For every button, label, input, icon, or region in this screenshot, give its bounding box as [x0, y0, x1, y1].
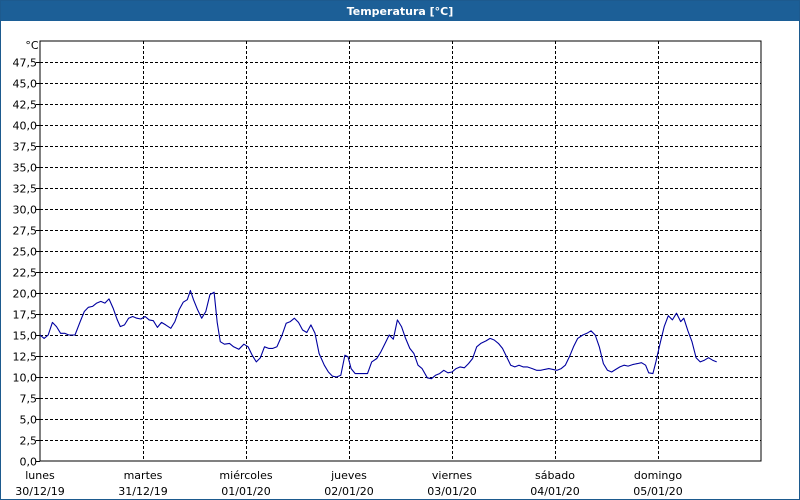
y-tick-label: 35,0 — [13, 162, 38, 175]
x-tick-date-label: 02/01/20 — [324, 485, 373, 498]
y-tick-label: 2,5 — [20, 435, 38, 448]
y-tick-label: 10,0 — [13, 372, 38, 385]
y-tick-label: 17,5 — [13, 309, 38, 322]
y-tick-label: 42,5 — [13, 99, 38, 112]
x-tick-date-label: 05/01/20 — [633, 485, 682, 498]
x-tick-date-label: 30/12/19 — [15, 485, 64, 498]
y-tick-label: 45,0 — [13, 78, 38, 91]
y-tick-label: 30,0 — [13, 204, 38, 217]
x-tick-date-label: 04/01/20 — [530, 485, 579, 498]
x-tick-day-label: viernes — [432, 469, 472, 482]
y-axis-unit-label: °C — [25, 39, 39, 52]
y-tick-label: 15,0 — [13, 330, 38, 343]
y-tick-label: 27,5 — [13, 225, 38, 238]
x-tick-date-label: 03/01/20 — [427, 485, 476, 498]
y-tick-label: 12,5 — [13, 351, 38, 364]
y-tick-label: 25,0 — [13, 246, 38, 259]
y-tick-label: 40,0 — [13, 120, 38, 133]
x-tick-day-label: martes — [124, 469, 163, 482]
chart-title: Temperatura [°C] — [1, 1, 799, 21]
x-tick-day-label: sábado — [535, 469, 575, 482]
x-tick-day-label: jueves — [330, 469, 367, 482]
y-tick-label: 22,5 — [13, 267, 38, 280]
y-tick-label: 0,0 — [20, 456, 38, 469]
x-tick-date-label: 31/12/19 — [118, 485, 167, 498]
x-tick-day-label: domingo — [634, 469, 682, 482]
y-tick-label: 7,5 — [20, 393, 38, 406]
x-tick-date-label: 01/01/20 — [221, 485, 270, 498]
x-tick-day-label: miércoles — [219, 469, 272, 482]
temperature-series-line — [39, 289, 717, 380]
y-tick-label: 32,5 — [13, 183, 38, 196]
y-tick-label: 37,5 — [13, 141, 38, 154]
y-tick-label: 20,0 — [13, 288, 38, 301]
x-tick-day-label: lunes — [25, 469, 55, 482]
y-tick-label: 47,5 — [13, 57, 38, 70]
y-tick-label: 5,0 — [20, 414, 38, 427]
